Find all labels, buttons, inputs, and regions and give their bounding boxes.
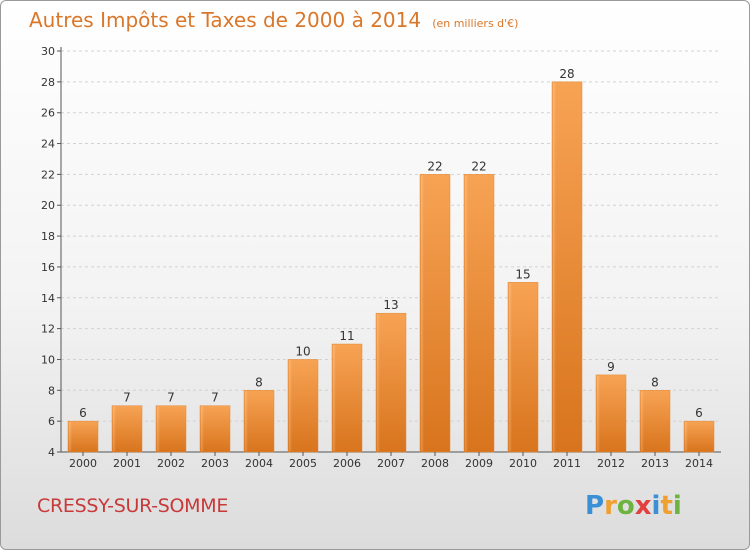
x-tick-label: 2013	[641, 457, 669, 470]
y-tick-label: 10	[41, 353, 55, 366]
chart-title: Autres Impôts et Taxes de 2000 à 2014	[29, 8, 422, 32]
bar-2012	[595, 374, 627, 453]
x-tick-label: 2012	[597, 457, 625, 470]
data-label-2014: 6	[695, 406, 703, 420]
bar-2005	[287, 359, 319, 453]
data-label-2004: 8	[255, 375, 263, 389]
bar-highlight	[377, 314, 380, 451]
data-label-2013: 8	[651, 375, 659, 389]
y-tick-label: 12	[41, 323, 55, 336]
y-tick-label: 8	[48, 384, 55, 397]
y-tick-label: 18	[41, 230, 55, 243]
y-tick-label: 26	[41, 107, 55, 120]
data-label-2005: 10	[295, 344, 310, 358]
bar-highlight	[509, 283, 512, 451]
bar-highlight	[421, 175, 424, 451]
bar-highlight	[113, 406, 116, 451]
chart-title-block: Autres Impôts et Taxes de 2000 à 2014 (e…	[29, 8, 518, 32]
x-tick-label: 2010	[509, 457, 537, 470]
bar-highlight	[333, 345, 336, 451]
x-tick-label: 2003	[201, 457, 229, 470]
y-tick-label: 30	[41, 45, 55, 58]
bar-2006	[331, 343, 363, 453]
y-tick-label: 4	[48, 446, 55, 459]
x-tick-label: 2009	[465, 457, 493, 470]
bar-highlight	[245, 391, 248, 451]
bar-2008	[419, 174, 451, 453]
bar-2003	[199, 405, 231, 453]
bar-highlight	[201, 406, 204, 451]
y-tick-label: 28	[41, 76, 55, 89]
brand-letter: r	[604, 491, 617, 521]
data-label-2011: 28	[559, 67, 574, 81]
bar-2010	[507, 282, 539, 453]
x-tick-label: 2002	[157, 457, 185, 470]
bar-2002	[155, 405, 187, 453]
data-label-2000: 6	[79, 406, 87, 420]
x-tick-label: 2000	[69, 457, 97, 470]
data-labels: 6 7 7 7 8 10 11 13 22 22 15 28 9 8 6	[79, 67, 703, 420]
bar-highlight	[597, 375, 600, 451]
brand-logo: Proxiti	[585, 491, 682, 521]
x-tick-label: 2001	[113, 457, 141, 470]
brand-letter: i	[651, 491, 661, 521]
x-tick-label: 2008	[421, 457, 449, 470]
y-tick-label: 6	[48, 415, 55, 428]
x-tick-labels: 2000 2001 2002 2003 2004 2005 2006 2007 2008 2009…	[69, 452, 713, 470]
x-tick-label: 2006	[333, 457, 361, 470]
bar-2007	[375, 312, 407, 453]
x-tick-label: 2011	[553, 457, 581, 470]
x-tick-label: 2014	[685, 457, 713, 470]
x-tick-label: 2005	[289, 457, 317, 470]
bar-highlight	[685, 422, 688, 451]
data-label-2001: 7	[123, 391, 131, 405]
bar-2004	[243, 390, 275, 453]
brand-letter: i	[672, 491, 682, 521]
x-tick-label: 2004	[245, 457, 273, 470]
bar-highlight	[641, 391, 644, 451]
bar-2011	[551, 81, 583, 453]
y-tick-label: 14	[41, 292, 55, 305]
brand-letter: t	[660, 491, 673, 521]
y-tick-label: 24	[41, 138, 55, 151]
bars	[67, 81, 715, 453]
bar-highlight	[289, 360, 292, 451]
x-tick-label: 2007	[377, 457, 405, 470]
bar-2009	[463, 174, 495, 453]
bar-2013	[639, 390, 671, 453]
data-label-2008: 22	[427, 159, 442, 173]
location-name: CRESSY-SUR-SOMME	[37, 495, 229, 517]
brand-letter: P	[585, 491, 605, 521]
brand-letter: x	[634, 491, 652, 521]
bar-highlight	[69, 422, 72, 451]
data-label-2003: 7	[211, 391, 219, 405]
bar-2001	[111, 405, 143, 453]
brand-letter: o	[616, 491, 635, 521]
data-label-2010: 15	[515, 267, 530, 281]
y-tick-labels: 4 6 8 10 12 14 16 18 20 22 24 26 28 30	[41, 45, 55, 459]
bar-highlight	[465, 175, 468, 451]
y-tick-label: 20	[41, 199, 55, 212]
chart-unit: (en milliers d'€)	[432, 17, 519, 30]
bar-2000	[67, 420, 99, 453]
data-label-2002: 7	[167, 391, 175, 405]
data-label-2012: 9	[607, 360, 615, 374]
y-tick-label: 16	[41, 261, 55, 274]
data-label-2009: 22	[471, 159, 486, 173]
bar-2014	[683, 420, 715, 453]
data-label-2006: 11	[339, 329, 354, 343]
bar-highlight	[157, 406, 160, 451]
data-label-2007: 13	[383, 298, 398, 312]
bar-highlight	[553, 82, 556, 451]
y-tick-label: 22	[41, 168, 55, 181]
